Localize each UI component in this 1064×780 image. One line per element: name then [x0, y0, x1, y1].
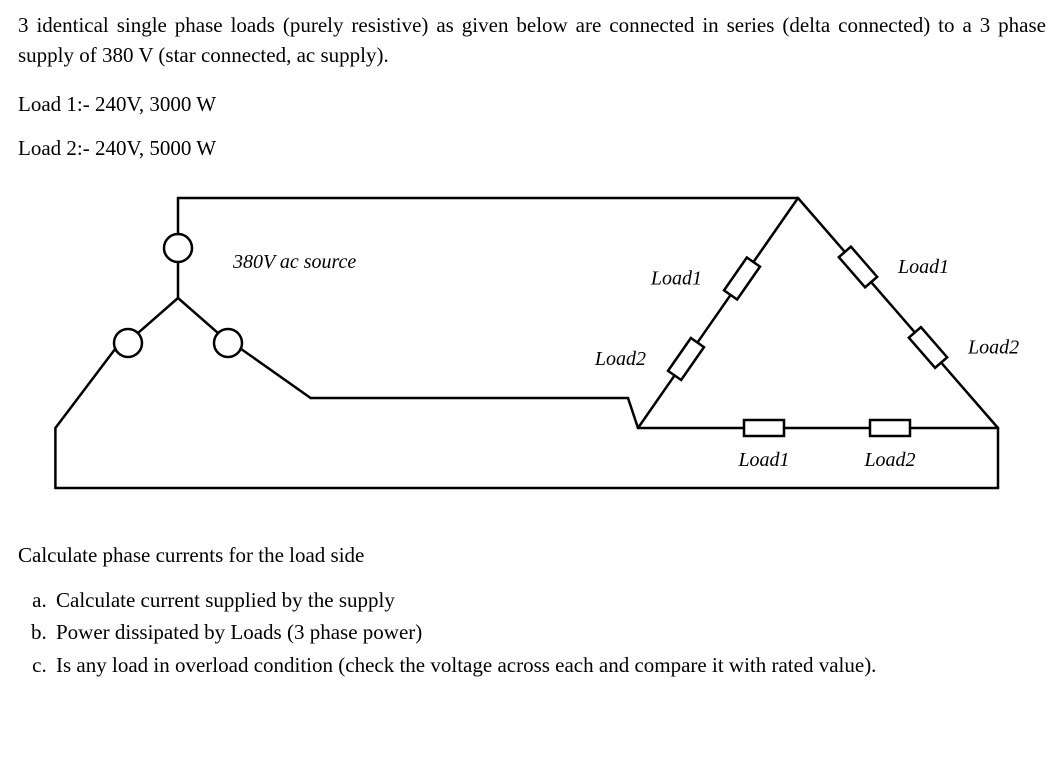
circuit-diagram: 380V ac source Load1 Load2 Load1 Load2 Load1 L…: [18, 178, 1046, 526]
svg-text:Load2: Load2: [967, 336, 1019, 358]
subquestion-c: Is any load in overload condition (check…: [52, 650, 1046, 680]
svg-text:Load1: Load1: [897, 256, 949, 278]
subquestions-list: Calculate current supplied by the supply…: [24, 585, 1046, 680]
load2-spec: Load 2:- 240V, 5000 W: [18, 133, 1046, 163]
intro-paragraph: 3 identical single phase loads (purely r…: [18, 10, 1046, 71]
question-line: Calculate phase currents for the load si…: [18, 540, 1046, 570]
subquestion-b: Power dissipated by Loads (3 phase power…: [52, 617, 1046, 647]
svg-text:Load2: Load2: [594, 348, 646, 370]
subquestion-a: Calculate current supplied by the supply: [52, 585, 1046, 615]
svg-text:Load1: Load1: [737, 449, 789, 471]
svg-text:Load1: Load1: [650, 267, 702, 289]
page-root: 3 identical single phase loads (purely r…: [0, 0, 1064, 780]
load1-spec: Load 1:- 240V, 3000 W: [18, 89, 1046, 119]
svg-text:Load2: Load2: [863, 449, 915, 471]
svg-text:380V ac source: 380V ac source: [232, 251, 356, 273]
